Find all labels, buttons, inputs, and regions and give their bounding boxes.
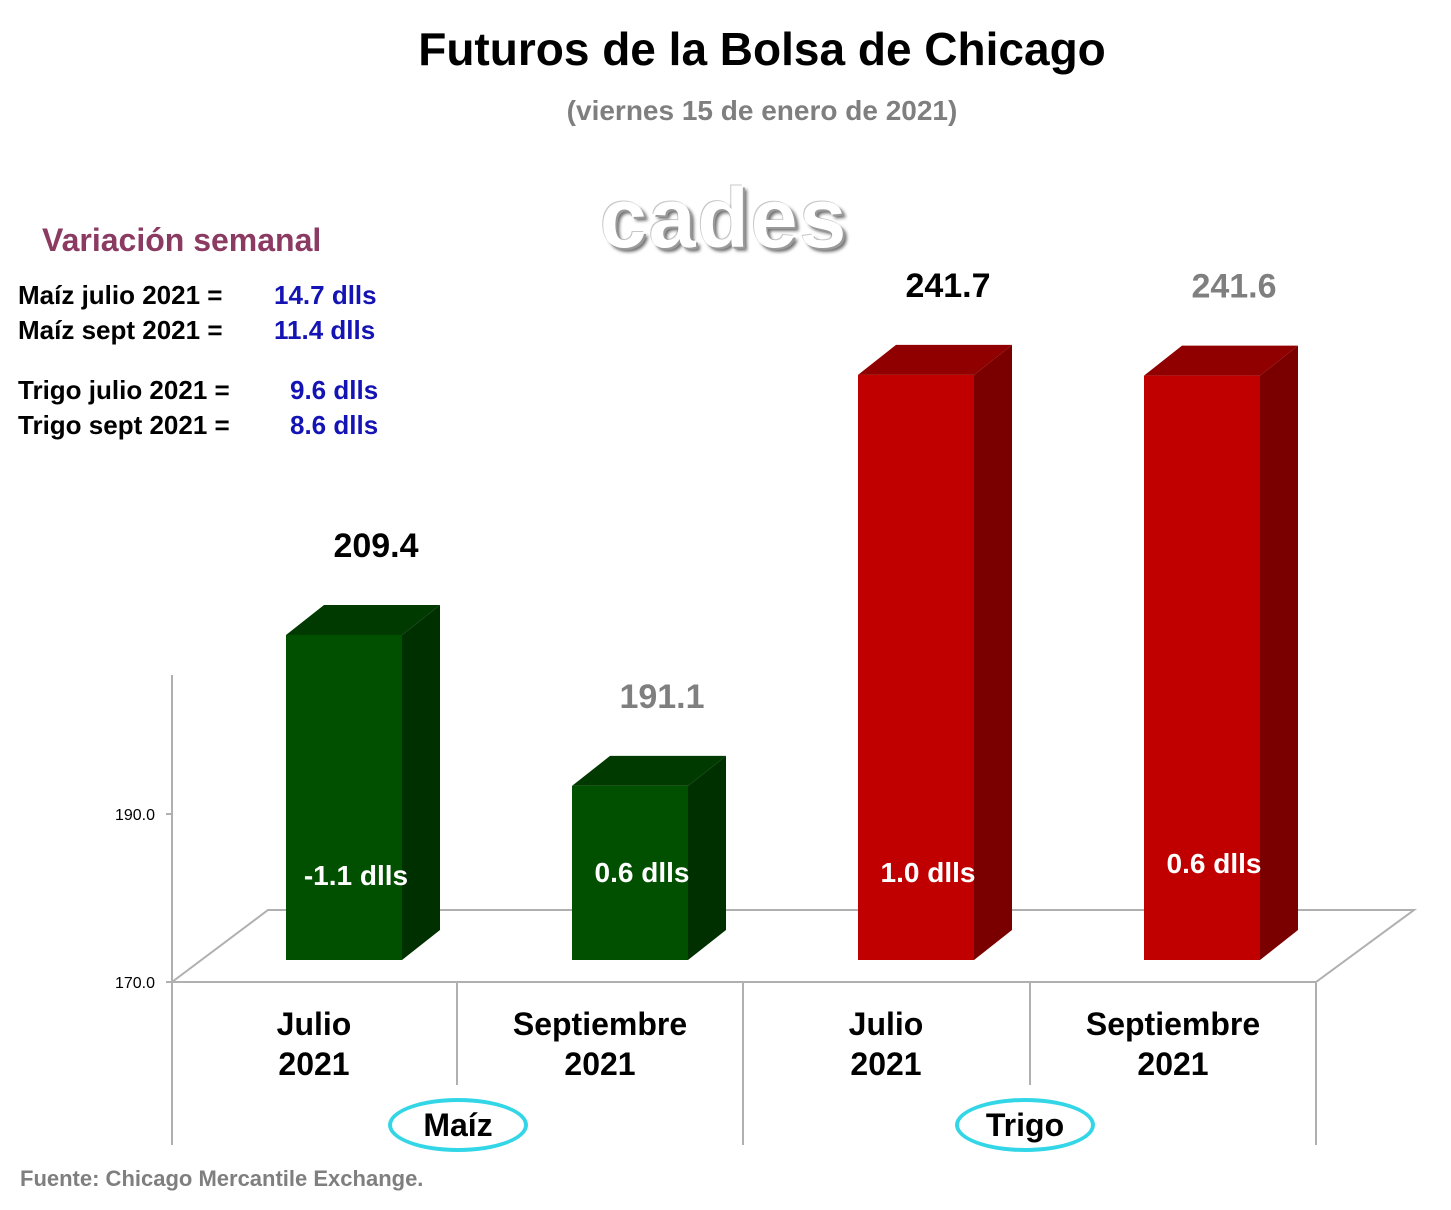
group-label-trigo: Trigo xyxy=(955,1098,1095,1152)
x-tick-label: Septiembre xyxy=(1086,1006,1260,1042)
bar-side xyxy=(688,755,726,960)
bar-change-label: 0.6 dlls xyxy=(595,857,690,888)
chart-subtitle: (viernes 15 de enero de 2021) xyxy=(566,95,958,126)
bar-side xyxy=(402,604,440,960)
bar-change-label: 1.0 dlls xyxy=(881,857,976,888)
variation-value: 8.6 dlls xyxy=(290,410,379,440)
x-tick-label: Septiembre xyxy=(513,1006,687,1042)
variation-label: Maíz sept 2021 = xyxy=(18,315,223,345)
y-tick-label: 170.0 xyxy=(115,975,155,992)
variation-row: Trigo sept 2021 = 8.6 dlls xyxy=(18,410,378,441)
bar-top xyxy=(286,604,440,635)
x-tick-label: 2021 xyxy=(278,1046,349,1082)
group-label-maiz: Maíz xyxy=(388,1098,528,1152)
variation-row: Maíz julio 2021 = 14.7 dlls xyxy=(18,280,377,311)
variation-row: Maíz sept 2021 = 11.4 dlls xyxy=(18,315,375,346)
variation-value: 9.6 dlls xyxy=(290,375,379,405)
bar xyxy=(1144,375,1260,960)
chart-title: Futuros de la Bolsa de Chicago xyxy=(418,23,1106,75)
bar-value-label: 241.7 xyxy=(905,267,990,305)
variation-label: Maíz julio 2021 = xyxy=(18,280,223,310)
variation-label: Trigo julio 2021 = xyxy=(18,375,230,405)
variation-value: 11.4 dlls xyxy=(274,315,376,345)
bar xyxy=(858,374,974,961)
x-tick-label: 2021 xyxy=(1137,1046,1208,1082)
x-tick-label: Julio xyxy=(849,1006,924,1042)
bar-value-label: 241.6 xyxy=(1191,268,1276,306)
bar-change-label: 0.6 dlls xyxy=(1167,848,1262,879)
bar-side xyxy=(974,344,1012,961)
bar-change-label: -1.1 dlls xyxy=(304,860,408,891)
x-tick-label: 2021 xyxy=(564,1046,635,1082)
cades-logo: cades xyxy=(600,171,849,265)
x-tick-label: 2021 xyxy=(850,1046,921,1082)
variation-row: Trigo julio 2021 = 9.6 dlls xyxy=(18,375,378,406)
bar-side xyxy=(1260,345,1298,960)
variation-label: Trigo sept 2021 = xyxy=(18,410,230,440)
chart-floor xyxy=(169,909,1418,983)
x-tick-label: Julio xyxy=(277,1006,352,1042)
bar xyxy=(286,634,402,960)
bar-top xyxy=(1144,345,1298,376)
source-note: Fuente: Chicago Mercantile Exchange. xyxy=(20,1166,424,1191)
bar xyxy=(572,785,688,960)
bar-value-label: 209.4 xyxy=(333,527,418,565)
variation-value: 14.7 dlls xyxy=(274,280,377,310)
variation-heading: Variación semanal xyxy=(42,222,322,258)
bar-top xyxy=(858,344,1012,375)
bar-value-label: 191.1 xyxy=(619,678,704,716)
y-tick-label: 190.0 xyxy=(115,807,155,824)
bar-top xyxy=(572,755,726,786)
